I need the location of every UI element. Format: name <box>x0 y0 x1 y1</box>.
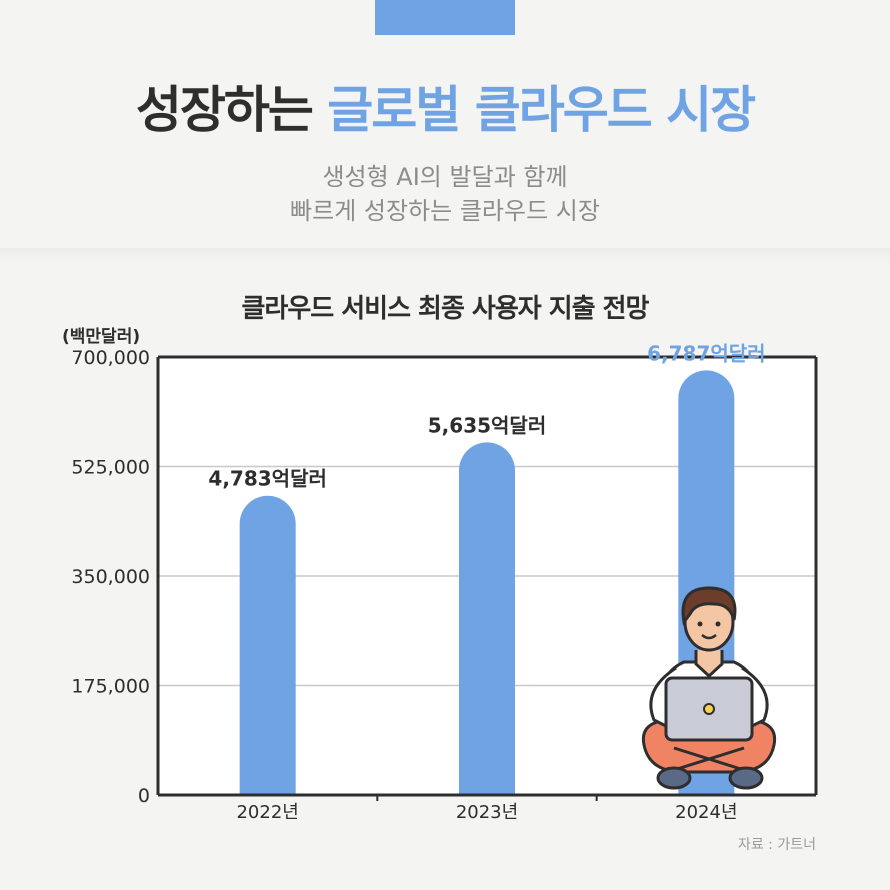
subtitle: 생성형 AI의 발달과 함께 빠르게 성장하는 클라우드 시장 <box>0 160 890 228</box>
y-axis-unit-label: (백만달러) <box>62 326 140 347</box>
bar <box>459 442 515 795</box>
y-tick-label: 350,000 <box>71 566 150 588</box>
chart-title: 클라우드 서비스 최종 사용자 지출 전망 <box>241 294 650 324</box>
top-tab-decoration <box>375 0 515 35</box>
source-note: 자료 : 가트너 <box>737 837 816 853</box>
x-tick-label: 2022년 <box>236 802 298 823</box>
data-label: 4,783억달러 <box>208 467 326 491</box>
title-part-2: 글로벌 클라우드 시장 <box>327 81 756 139</box>
title-part-1: 성장하는 <box>135 81 314 139</box>
x-tick-label: 2024년 <box>675 802 737 823</box>
subtitle-line-2: 빠르게 성장하는 클라우드 시장 <box>290 197 600 225</box>
y-tick-label: 700,000 <box>71 347 150 369</box>
data-label: 5,635억달러 <box>428 413 546 437</box>
page-title: 성장하는 글로벌 클라우드 시장 <box>0 70 890 142</box>
divider-band <box>0 248 890 262</box>
y-tick-label: 0 <box>138 785 150 807</box>
x-tick-label: 2023년 <box>456 802 518 823</box>
y-tick-label: 175,000 <box>71 676 150 698</box>
y-tick-label: 525,000 <box>71 457 150 479</box>
subtitle-line-1: 생성형 AI의 발달과 함께 <box>322 163 568 191</box>
data-label: 6,787억달러 <box>647 341 765 365</box>
bar <box>239 495 296 795</box>
person-with-laptop-illustration <box>641 586 777 790</box>
